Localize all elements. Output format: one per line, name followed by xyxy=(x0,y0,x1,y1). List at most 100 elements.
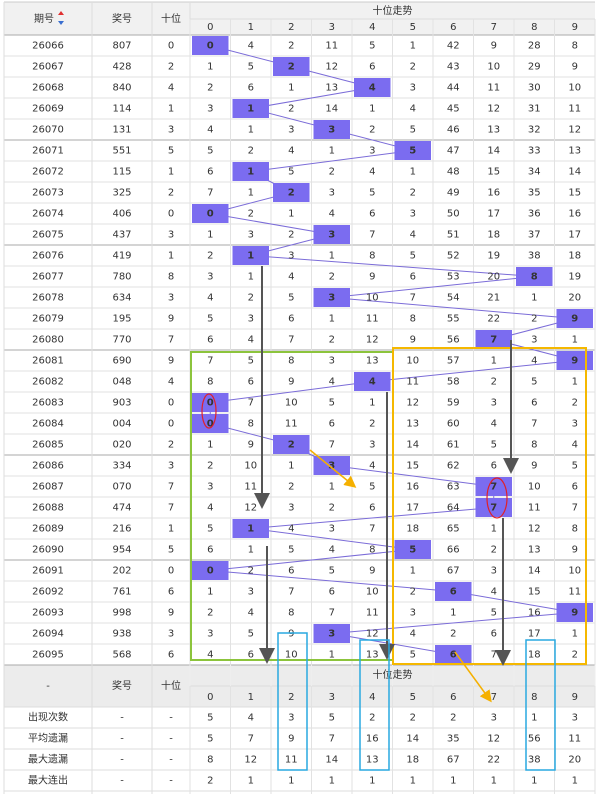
miss-value: 5 xyxy=(329,566,335,577)
period: 26083 xyxy=(32,398,64,409)
miss-value: 3 xyxy=(369,440,375,451)
miss-value: 5 xyxy=(288,545,294,556)
period: 26090 xyxy=(32,545,64,556)
trend-line xyxy=(250,255,535,277)
hit-cell xyxy=(435,582,472,601)
miss-value: 8 xyxy=(572,524,578,535)
footer-digit: 5 xyxy=(410,692,416,703)
trend-line xyxy=(331,276,535,298)
footer-digit: 1 xyxy=(248,692,254,703)
miss-value: 1 xyxy=(491,524,497,535)
hit-value: 1 xyxy=(247,167,254,178)
period: 26076 xyxy=(32,251,64,262)
miss-value: 13 xyxy=(528,545,541,556)
hit-value: 7 xyxy=(490,335,497,346)
sort-arrow xyxy=(58,21,64,25)
miss-value: 6 xyxy=(572,482,578,493)
miss-value: 5 xyxy=(572,461,578,472)
miss-value: 4 xyxy=(369,461,375,472)
miss-value: 3 xyxy=(410,608,416,619)
miss-value: 1 xyxy=(248,125,254,136)
period: 26085 xyxy=(32,440,64,451)
trend-line xyxy=(372,360,575,382)
miss-value: 11 xyxy=(244,482,257,493)
miss-value: 6 xyxy=(491,461,497,472)
miss-value: 13 xyxy=(366,356,379,367)
miss-value: 6 xyxy=(248,377,254,388)
tens: 4 xyxy=(168,83,174,94)
miss-value: 9 xyxy=(248,440,254,451)
miss-value: 5 xyxy=(410,650,416,661)
miss-value: 10 xyxy=(244,461,257,472)
hit-cell xyxy=(232,162,269,181)
miss-value: 1 xyxy=(572,335,578,346)
hit-value: 0 xyxy=(207,209,214,220)
period: 26073 xyxy=(32,188,64,199)
miss-value: 4 xyxy=(248,608,254,619)
hit-cell xyxy=(192,393,229,412)
red-circles xyxy=(201,393,508,519)
miss-value: 3 xyxy=(207,629,213,640)
miss-value: 44 xyxy=(447,83,460,94)
header-digit: 9 xyxy=(572,22,578,33)
miss-value: 3 xyxy=(248,230,254,241)
miss-value: 5 xyxy=(207,314,213,325)
footer-digit: 2 xyxy=(288,692,294,703)
prize: 114 xyxy=(112,104,131,115)
miss-value: 7 xyxy=(329,440,335,451)
hit-value: 7 xyxy=(490,482,497,493)
hit-cell xyxy=(475,330,512,349)
miss-value: 2 xyxy=(410,188,416,199)
stat-value: 67 xyxy=(447,755,460,766)
miss-value: 4 xyxy=(531,356,537,367)
miss-value: 65 xyxy=(447,524,460,535)
hit-cell xyxy=(232,246,269,265)
miss-value: 10 xyxy=(366,587,379,598)
miss-value: 18 xyxy=(568,251,581,262)
hit-value: 0 xyxy=(207,398,214,409)
miss-value: 5 xyxy=(248,62,254,73)
header-digit: 8 xyxy=(531,22,537,33)
miss-value: 6 xyxy=(207,335,213,346)
stat-value: 2 xyxy=(207,776,213,787)
miss-value: 63 xyxy=(447,482,460,493)
stat-value: 9 xyxy=(288,734,294,745)
period: 26093 xyxy=(32,608,64,619)
trend-line xyxy=(250,528,413,550)
miss-value: 4 xyxy=(207,293,213,304)
trend-line xyxy=(331,465,494,487)
header-prize: 奖号 xyxy=(112,12,132,25)
hit-cell xyxy=(354,372,391,391)
miss-value: 64 xyxy=(447,503,460,514)
prize: 998 xyxy=(112,608,131,619)
miss-value: 4 xyxy=(207,125,213,136)
miss-value: 1 xyxy=(572,629,578,640)
period: 26089 xyxy=(32,524,64,535)
prize: 840 xyxy=(112,83,131,94)
miss-value: 9 xyxy=(369,566,375,577)
header-digit: 6 xyxy=(450,22,456,33)
miss-value: 14 xyxy=(406,440,419,451)
miss-value: 2 xyxy=(248,209,254,220)
tens: 3 xyxy=(168,230,174,241)
miss-value: 4 xyxy=(491,587,497,598)
hit-cell xyxy=(556,603,593,622)
period: 26080 xyxy=(32,335,64,346)
trend-line xyxy=(250,507,494,529)
stat-value: 14 xyxy=(406,734,419,745)
stat-value: 20 xyxy=(568,755,581,766)
prize: 419 xyxy=(112,251,131,262)
tens: 1 xyxy=(168,104,174,115)
stat-tens: - xyxy=(169,755,173,766)
miss-value: 21 xyxy=(487,293,500,304)
miss-value: 17 xyxy=(528,629,541,640)
miss-value: 57 xyxy=(447,356,460,367)
hit-cell xyxy=(192,561,229,580)
miss-value: 3 xyxy=(369,146,375,157)
miss-value: 10 xyxy=(568,566,581,577)
miss-value: 2 xyxy=(329,503,335,514)
stat-value: 1 xyxy=(288,776,294,787)
hit-value: 2 xyxy=(288,188,295,199)
backgrounds xyxy=(4,2,595,707)
miss-value: 43 xyxy=(447,62,460,73)
